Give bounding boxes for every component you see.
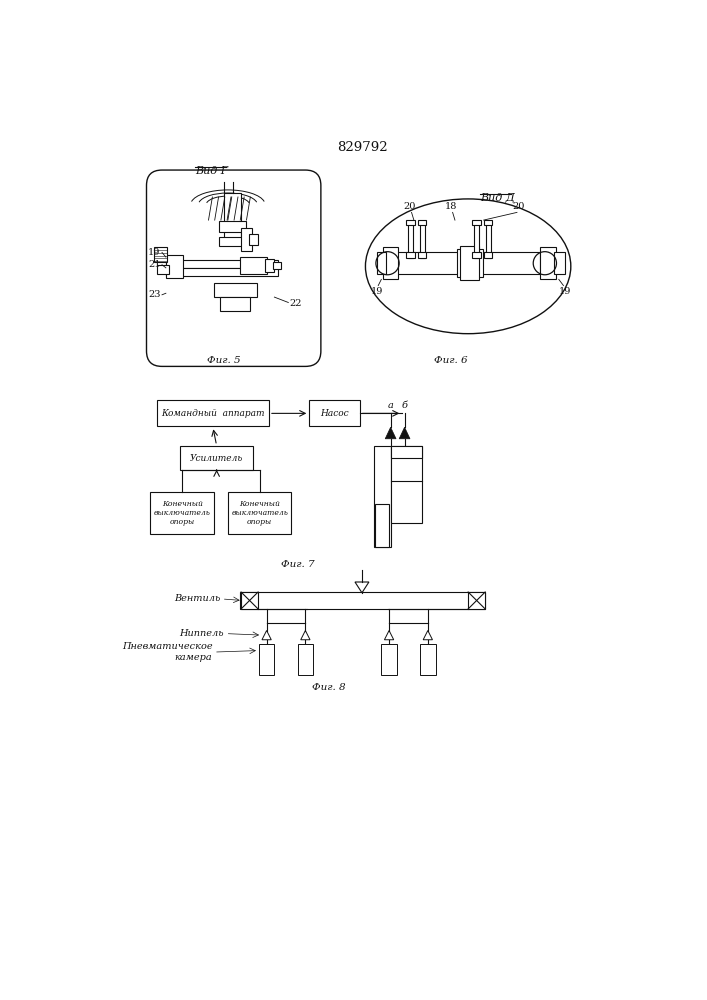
Bar bbox=[240, 592, 485, 609]
Bar bbox=[540, 247, 556, 279]
Bar bbox=[397, 252, 540, 274]
Bar bbox=[377, 252, 386, 274]
Bar bbox=[218, 237, 247, 246]
Text: 21: 21 bbox=[148, 260, 160, 269]
Text: Вентиль: Вентиль bbox=[174, 594, 220, 603]
Text: Конечный
выключатель
опоры: Конечный выключатель опоры bbox=[231, 500, 288, 526]
Text: Фиг. 5: Фиг. 5 bbox=[207, 356, 241, 365]
Bar bbox=[156, 265, 169, 274]
Polygon shape bbox=[385, 427, 396, 439]
Text: 19: 19 bbox=[370, 287, 383, 296]
Text: 829792: 829792 bbox=[337, 141, 388, 154]
Text: Конечный
выключатель
опоры: Конечный выключатель опоры bbox=[153, 500, 211, 526]
Bar bbox=[486, 221, 491, 258]
Text: 19: 19 bbox=[559, 287, 571, 296]
Text: 20: 20 bbox=[513, 202, 525, 211]
Text: Вид Д: Вид Д bbox=[480, 193, 515, 203]
Text: 19: 19 bbox=[148, 248, 160, 257]
Text: Командный  аппарат: Командный аппарат bbox=[161, 409, 264, 418]
Bar bbox=[166, 260, 279, 268]
Polygon shape bbox=[399, 427, 410, 439]
Bar bbox=[218, 221, 247, 232]
Bar bbox=[484, 252, 492, 258]
Bar bbox=[484, 220, 492, 225]
Text: 20: 20 bbox=[404, 202, 416, 211]
Bar bbox=[166, 268, 279, 276]
Text: б: б bbox=[402, 401, 407, 410]
Text: Фиг. 8: Фиг. 8 bbox=[312, 683, 346, 692]
Bar bbox=[554, 252, 565, 274]
Bar bbox=[156, 400, 269, 426]
Bar bbox=[273, 262, 281, 269]
Bar bbox=[418, 220, 426, 225]
Bar bbox=[309, 400, 360, 426]
Bar bbox=[259, 644, 274, 675]
Bar bbox=[381, 644, 397, 675]
Bar bbox=[151, 492, 214, 534]
Text: Насос: Насос bbox=[320, 409, 349, 418]
Bar bbox=[180, 446, 253, 470]
Bar bbox=[228, 492, 291, 534]
Bar bbox=[241, 592, 258, 609]
Bar bbox=[375, 504, 389, 547]
Text: а: а bbox=[387, 401, 394, 410]
Bar bbox=[298, 644, 313, 675]
Bar bbox=[383, 247, 398, 279]
Text: Фиг. 6: Фиг. 6 bbox=[434, 356, 468, 365]
Bar bbox=[249, 234, 258, 245]
Bar bbox=[472, 220, 481, 225]
Bar bbox=[420, 221, 425, 258]
Bar bbox=[391, 446, 421, 523]
Bar bbox=[241, 228, 252, 251]
Bar bbox=[224, 193, 241, 239]
Bar bbox=[240, 257, 267, 274]
Bar bbox=[166, 255, 183, 278]
Bar bbox=[373, 446, 391, 547]
Bar bbox=[391, 446, 421, 458]
Bar bbox=[406, 220, 414, 225]
Bar bbox=[418, 252, 426, 258]
Text: 18: 18 bbox=[445, 202, 457, 211]
Text: Пневматическое
камера: Пневматическое камера bbox=[122, 642, 212, 662]
Text: Фиг. 7: Фиг. 7 bbox=[281, 560, 315, 569]
Bar bbox=[420, 644, 436, 675]
Bar bbox=[265, 259, 274, 272]
Bar bbox=[468, 592, 485, 609]
Bar bbox=[220, 297, 250, 311]
Text: 22: 22 bbox=[290, 299, 303, 308]
Bar bbox=[406, 252, 414, 258]
Bar bbox=[472, 252, 481, 258]
Bar bbox=[460, 246, 479, 280]
Bar bbox=[409, 221, 413, 258]
Text: Вид Г: Вид Г bbox=[195, 166, 228, 176]
Text: Ниппель: Ниппель bbox=[180, 629, 224, 638]
Bar bbox=[474, 221, 479, 258]
Bar bbox=[457, 249, 483, 277]
Text: 23: 23 bbox=[148, 290, 160, 299]
Text: Усилитель: Усилитель bbox=[190, 454, 243, 463]
Bar bbox=[214, 283, 257, 297]
Bar bbox=[154, 247, 167, 262]
